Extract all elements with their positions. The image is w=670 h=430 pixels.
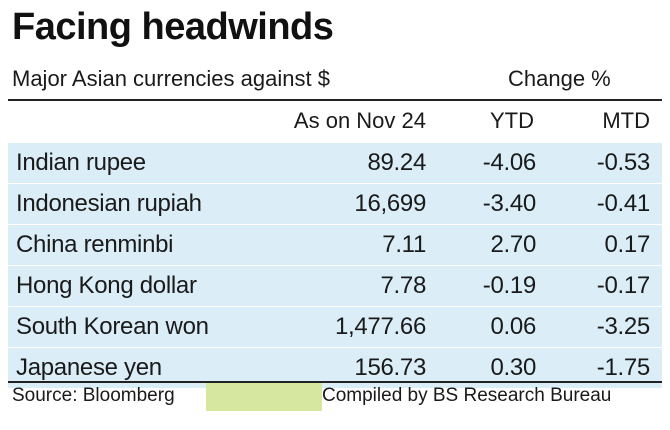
- table-row: South Korean won 1,477.66 0.06 -3.25: [8, 307, 662, 348]
- currency-name-cell: Indonesian rupiah: [16, 190, 202, 217]
- mtd-change-cell: -0.41: [596, 190, 651, 217]
- rate-cell: 7.78: [380, 272, 426, 299]
- mtd-change-cell: -0.17: [596, 272, 651, 299]
- highlight-block: [206, 383, 322, 411]
- currency-name-cell: South Korean won: [16, 313, 209, 340]
- currency-name-cell: Hong Kong dollar: [16, 272, 197, 299]
- rate-cell: 1,477.66: [334, 313, 426, 340]
- ytd-change-cell: -0.19: [482, 272, 537, 299]
- column-header-mtd: MTD: [602, 108, 650, 133]
- rate-cell: 7.11: [382, 231, 426, 258]
- ytd-change-cell: 0.30: [490, 354, 536, 381]
- rate-cell: 156.73: [354, 354, 426, 381]
- rate-cell: 16,699: [354, 190, 426, 217]
- rate-cell: 89.24: [367, 149, 426, 176]
- table-row: Indian rupee 89.24 -4.06 -0.53: [8, 143, 662, 184]
- column-header-as-on: As on Nov 24: [293, 108, 426, 133]
- source-note: Source: Bloomberg: [12, 385, 175, 406]
- ytd-change-cell: 0.06: [490, 313, 536, 340]
- table-row: Hong Kong dollar 7.78 -0.19 -0.17: [8, 266, 662, 307]
- table-row: China renminbi 7.11 2.70 0.17: [8, 225, 662, 266]
- footer-divider: [8, 381, 662, 383]
- mtd-change-cell: -3.25: [596, 313, 651, 340]
- ytd-change-cell: -3.40: [482, 190, 537, 217]
- table-row: Indonesian rupiah 16,699 -3.40 -0.41: [8, 184, 662, 225]
- change-percent-label: Change %: [508, 66, 611, 91]
- header-divider: [8, 99, 662, 101]
- ytd-change-cell: 2.70: [490, 231, 536, 258]
- currency-name-cell: China renminbi: [16, 231, 174, 258]
- currency-name-cell: Indian rupee: [16, 149, 146, 176]
- compiled-by-note: Compiled by BS Research Bureau: [322, 385, 612, 406]
- chart-title: Facing headwinds: [12, 6, 334, 48]
- mtd-change-cell: 0.17: [604, 231, 650, 258]
- currency-name-cell: Japanese yen: [16, 354, 162, 381]
- column-header-ytd: YTD: [490, 108, 534, 133]
- mtd-change-cell: -1.75: [596, 354, 651, 381]
- ytd-change-cell: -4.06: [482, 149, 537, 176]
- mtd-change-cell: -0.53: [596, 149, 651, 176]
- chart-subtitle: Major Asian currencies against $: [12, 66, 330, 91]
- currency-table: Indian rupee 89.24 -4.06 -0.53 Indonesia…: [8, 143, 662, 389]
